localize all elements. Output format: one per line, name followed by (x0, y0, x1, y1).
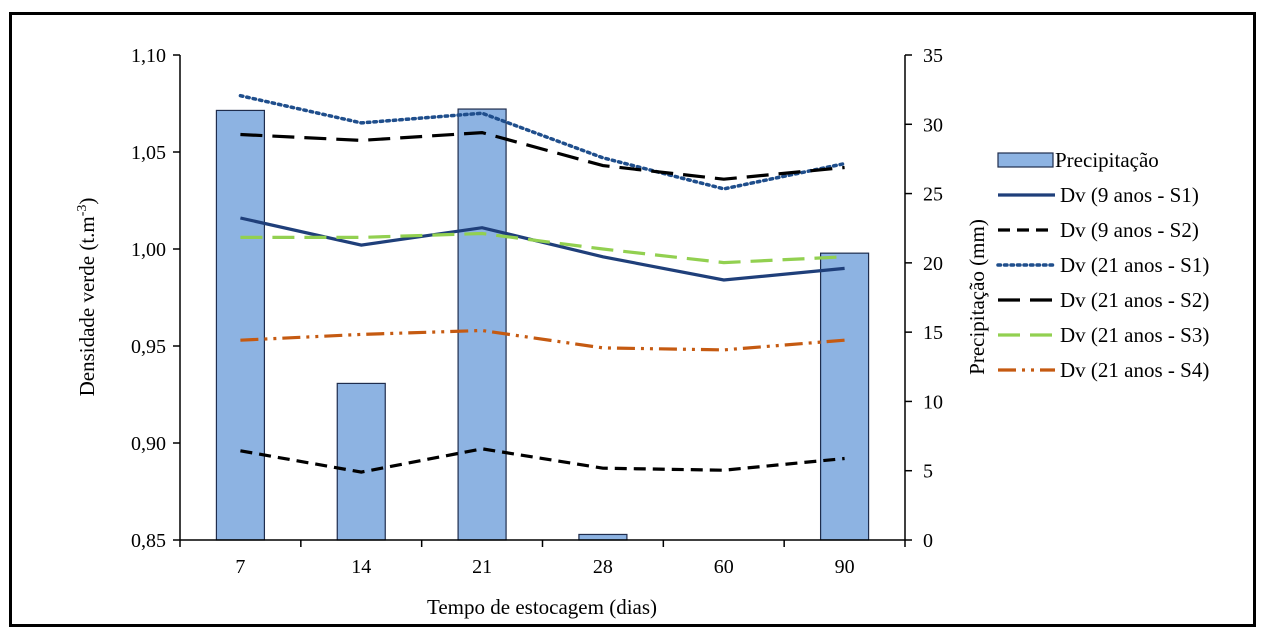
left-y-tick-label: 1,00 (131, 239, 166, 261)
left-y-axis-title-end: ) (75, 198, 99, 205)
right-y-tick-label: 5 (923, 461, 933, 483)
legend-label-precipitation: Precipitação (1055, 148, 1159, 172)
right-y-tick-label: 25 (923, 184, 943, 206)
right-y-tick-label: 10 (923, 391, 943, 413)
x-tick-label: 28 (593, 556, 613, 578)
right-y-tick-label: 30 (923, 114, 943, 136)
legend-label-series-3: Dv (21 anos - S1) (1060, 253, 1209, 277)
x-tick-group: 7 14 21 28 60 90 (179, 540, 906, 578)
legend-label-series-2: Dv (9 anos - S2) (1060, 218, 1199, 242)
legend-swatch-precipitation (997, 152, 1054, 168)
legend: Precipitação Dv (9 anos - S1) Dv (9 anos -… (996, 148, 1209, 382)
left-y-tick-label: 0,95 (131, 336, 166, 358)
right-y-axis-title: Precipitação (mm) (965, 219, 989, 375)
series-line-1 (240, 216, 845, 282)
left-y-tick-label: 0,85 (131, 530, 166, 552)
x-tick-label: 14 (351, 556, 371, 578)
x-tick-label: 7 (235, 556, 245, 578)
series-line-3 (238, 93, 847, 191)
left-y-axis-title-main: Densidade verde (t.m (75, 216, 99, 396)
right-y-tick-label: 0 (923, 530, 933, 552)
right-y-tick-label: 15 (923, 322, 943, 344)
left-y-tick-group: 0,85 0,90 0,95 1,00 1,05 1,10 (131, 45, 180, 552)
series-line-5 (240, 231, 845, 265)
left-y-axis-title: Densidade verde (t.m-3) (75, 198, 99, 397)
legend-label-series-4: Dv (21 anos - S2) (1060, 288, 1209, 312)
precipitation-bar-21 (457, 108, 507, 541)
x-axis-title: Tempo de estocagem (dias) (427, 595, 657, 619)
legend-label-series-5: Dv (21 anos - S3) (1060, 323, 1209, 347)
x-tick-label: 21 (472, 556, 492, 578)
precipitation-bar-28 (578, 533, 628, 541)
left-y-tick-label: 1,10 (131, 45, 166, 67)
right-y-tick-label: 20 (923, 253, 943, 275)
precipitation-bar-90 (819, 252, 870, 541)
precipitation-bar-14 (336, 382, 386, 541)
right-y-tick-label: 35 (923, 45, 943, 67)
right-y-tick-group: 0 5 10 15 20 25 30 35 (905, 45, 943, 552)
bars-layer (215, 108, 870, 541)
left-y-tick-label: 1,05 (131, 142, 166, 164)
precipitation-bar-7 (215, 109, 266, 541)
legend-label-series-1: Dv (9 anos - S1) (1060, 183, 1199, 207)
lines-layer (238, 93, 847, 474)
axes-layer (179, 55, 906, 541)
legend-label-series-6: Dv (21 anos - S4) (1060, 358, 1209, 382)
series-line-4 (240, 130, 845, 181)
series-line-6 (240, 328, 845, 352)
left-y-tick-label: 0,90 (131, 433, 166, 455)
series-line-2 (240, 447, 845, 474)
left-y-axis-title-sup: -3 (75, 205, 90, 217)
x-tick-label: 90 (835, 556, 855, 578)
x-tick-label: 60 (714, 556, 734, 578)
